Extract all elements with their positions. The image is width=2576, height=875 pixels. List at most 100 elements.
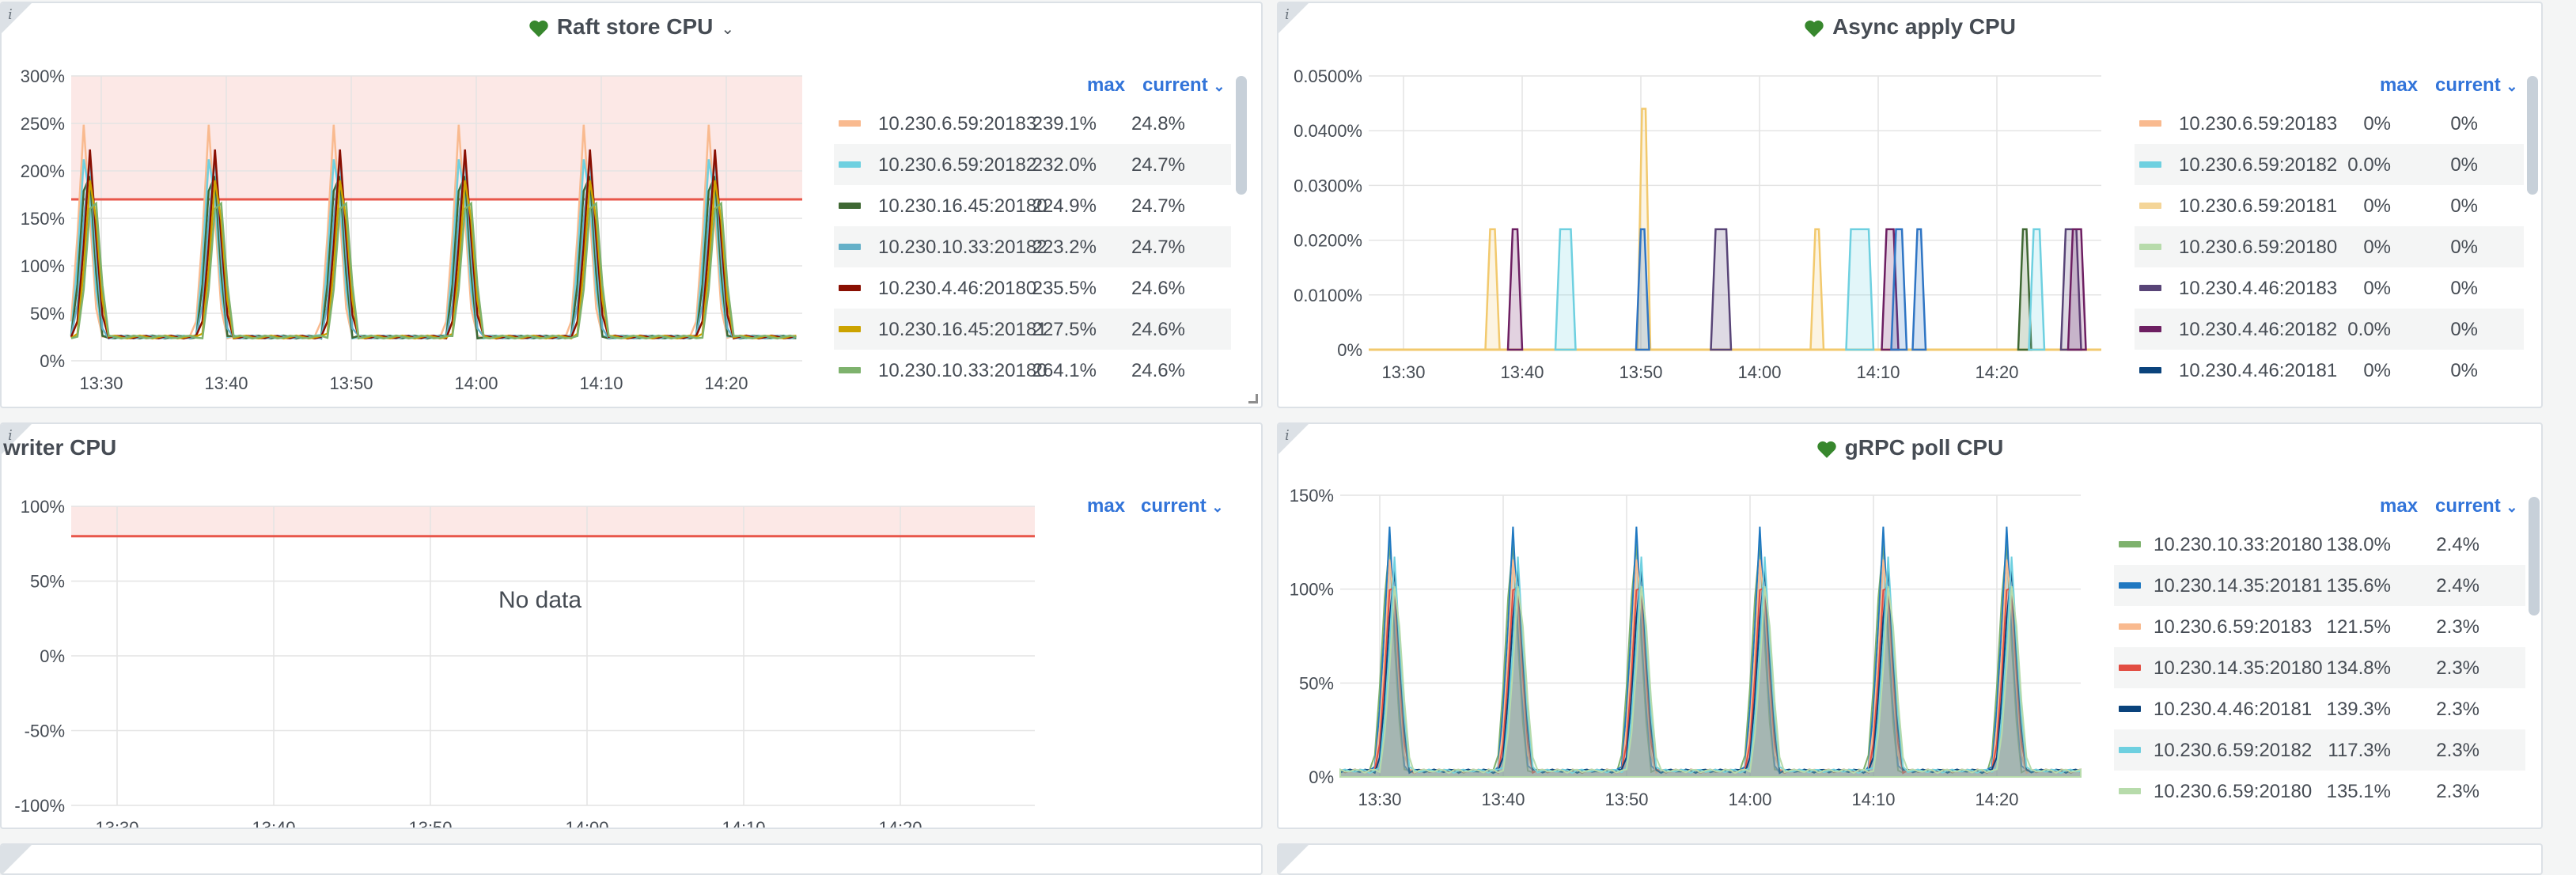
- legend-item[interactable]: 10.230.6.59:20182 232.0% 24.7%: [834, 144, 1231, 185]
- legend-item[interactable]: 10.230.4.46:20181 139.3% 2.3%: [2114, 688, 2525, 729]
- series-color-swatch[interactable]: [2139, 285, 2161, 291]
- series-pulse[interactable]: [1911, 228, 1927, 351]
- legend-header-max[interactable]: max: [1087, 74, 1126, 96]
- legend-item[interactable]: 10.230.10.33:20180 264.1% 24.6%: [834, 350, 1231, 391]
- legend-item[interactable]: 10.230.10.33:20182 223.2% 24.7%: [834, 226, 1231, 267]
- graph-area[interactable]: 150% 100% 50% 0% 13:30 13:40 13:50 14:00 14:10 14…: [1279, 479, 2089, 828]
- legend-item[interactable]: 10.230.4.46:20181 0% 0%: [2135, 350, 2524, 391]
- info-icon[interactable]: i: [8, 6, 13, 23]
- legend-item[interactable]: 10.230.10.33:20180 138.0% 2.4%: [2114, 524, 2525, 565]
- series-color-swatch[interactable]: [2119, 747, 2141, 753]
- series-color-swatch[interactable]: [2119, 706, 2141, 712]
- series-pulse[interactable]: [1809, 228, 1825, 351]
- series-pulse[interactable]: [1635, 228, 1650, 351]
- series-color-swatch[interactable]: [2119, 665, 2141, 671]
- series-color-swatch[interactable]: [839, 367, 861, 373]
- legend-header-max[interactable]: max: [2380, 495, 2419, 517]
- series-pulse[interactable]: [1554, 228, 1577, 351]
- series-pulse[interactable]: [1484, 228, 1501, 351]
- legend-item[interactable]: 10.230.6.59:20183 239.1% 24.8%: [834, 103, 1231, 144]
- legend-header-current[interactable]: current ⌄: [2435, 74, 2517, 97]
- series-pulse[interactable]: [2066, 228, 2087, 351]
- legend-header-current[interactable]: current ⌄: [1142, 74, 1225, 97]
- panel-title[interactable]: gRPC poll CPU: [1279, 435, 2541, 460]
- series-max-value: 135.1%: [2326, 781, 2391, 802]
- series-color-swatch[interactable]: [2139, 367, 2161, 373]
- panel-info-corner[interactable]: [1279, 845, 1309, 873]
- series-name: 10.230.16.45:20181: [878, 319, 1047, 340]
- series-area[interactable]: [1339, 526, 2082, 778]
- legend-item[interactable]: 10.230.14.35:20181 135.6% 2.4%: [2114, 565, 2525, 606]
- graph-area[interactable]: 100% 50% 0% -50% -100% 13:30 13:40 13:50 14:00 14…: [2, 479, 1054, 828]
- series-color-swatch[interactable]: [2119, 623, 2141, 630]
- series-line[interactable]: [70, 201, 797, 340]
- legend-header-max[interactable]: max: [1087, 495, 1126, 517]
- series-color-swatch[interactable]: [839, 161, 861, 168]
- panel-title[interactable]: Raft store CPU ⌄: [2, 14, 1261, 40]
- series-max-value: 0%: [2363, 113, 2391, 134]
- series-area[interactable]: [1339, 586, 2082, 778]
- series-color-swatch[interactable]: [2139, 161, 2161, 168]
- legend-item[interactable]: 10.230.16.45:20181 227.5% 24.6%: [834, 309, 1231, 350]
- series-pulse[interactable]: [1710, 228, 1733, 351]
- panel-title[interactable]: Async apply CPU: [1279, 14, 2541, 40]
- graph-area[interactable]: 0.0500% 0.0400% 0.0300% 0.0200% 0.0100% 0% 13:…: [1279, 59, 2109, 407]
- info-icon[interactable]: i: [1285, 427, 1290, 444]
- series-color-swatch[interactable]: [2119, 541, 2141, 547]
- info-icon[interactable]: i: [8, 427, 13, 444]
- panel-info-corner[interactable]: [1279, 424, 1309, 454]
- legend-scrollbar[interactable]: [2527, 76, 2538, 195]
- legend-item[interactable]: 10.230.4.46:20183 0% 0%: [2135, 267, 2524, 309]
- legend-item[interactable]: 10.230.16.45:20180 224.9% 24.7%: [834, 185, 1231, 226]
- resize-handle-icon[interactable]: [1248, 394, 1258, 403]
- legend-header-current[interactable]: current ⌄: [2435, 495, 2517, 517]
- series-color-swatch[interactable]: [2139, 120, 2161, 127]
- series-color-swatch[interactable]: [839, 120, 861, 127]
- series-color-swatch[interactable]: [839, 285, 861, 291]
- legend-item[interactable]: 10.230.6.59:20182 0.0% 0%: [2135, 144, 2524, 185]
- panel-title[interactable]: Store writer CPU: [2, 435, 647, 460]
- series-area[interactable]: [1339, 585, 2082, 778]
- series-name: 10.230.4.46:20181: [2154, 699, 2313, 720]
- legend-item[interactable]: 10.230.6.59:20180 135.1% 2.3%: [2114, 771, 2525, 812]
- legend-item[interactable]: 10.230.6.59:20183 121.5% 2.3%: [2114, 606, 2525, 647]
- series-pulse[interactable]: [1890, 228, 1908, 351]
- panel-info-corner[interactable]: [1279, 3, 1309, 33]
- series-pulse[interactable]: [1506, 228, 1524, 351]
- legend-item[interactable]: 10.230.4.46:20180 235.5% 24.6%: [834, 267, 1231, 309]
- graph-area[interactable]: 300% 250% 200% 150% 100% 50% 0% 13:30 13:40 13:50…: [2, 59, 809, 407]
- series-pulse[interactable]: [1845, 228, 1875, 351]
- legend-item[interactable]: 10.230.6.59:20181 0% 0%: [2135, 185, 2524, 226]
- legend-item[interactable]: 10.230.6.59:20182 117.3% 2.3%: [2114, 729, 2525, 771]
- legend-item[interactable]: 10.230.6.59:20180 0% 0%: [2135, 226, 2524, 267]
- series-color-swatch[interactable]: [2139, 203, 2161, 209]
- legend-scrollbar[interactable]: [2529, 497, 2540, 616]
- legend-scrollbar[interactable]: [1236, 76, 1247, 195]
- panel-info-corner[interactable]: [2, 845, 32, 873]
- legend-header-current[interactable]: current ⌄: [1141, 495, 1223, 517]
- legend-item[interactable]: 10.230.6.59:20183 0% 0%: [2135, 103, 2524, 144]
- series-line[interactable]: [70, 180, 797, 340]
- legend-item[interactable]: 10.230.14.35:20180 134.8% 2.3%: [2114, 647, 2525, 688]
- series-max-value: 0%: [2363, 278, 2391, 299]
- series-pulse[interactable]: [2028, 228, 2046, 351]
- chevron-down-icon[interactable]: ⌄: [721, 21, 735, 38]
- series-pulse[interactable]: [2017, 228, 2032, 351]
- series-area[interactable]: [1339, 570, 2082, 778]
- legend-item[interactable]: 10.230.4.46:20182 0.0% 0%: [2135, 309, 2524, 350]
- series-current-value: 2.3%: [2436, 657, 2479, 679]
- series-color-swatch[interactable]: [2139, 326, 2161, 332]
- panel-info-corner[interactable]: [2, 3, 32, 33]
- series-color-swatch[interactable]: [839, 244, 861, 250]
- series-color-swatch[interactable]: [839, 203, 861, 209]
- y-tick-label: 0%: [1337, 340, 1362, 360]
- series-color-swatch[interactable]: [2119, 788, 2141, 794]
- info-icon[interactable]: i: [1285, 6, 1290, 23]
- series-color-swatch[interactable]: [839, 326, 861, 332]
- series-area[interactable]: [1339, 559, 2082, 778]
- series-area[interactable]: [1339, 543, 2082, 778]
- series-color-swatch[interactable]: [2139, 244, 2161, 250]
- panel-info-corner[interactable]: [2, 424, 32, 454]
- series-color-swatch[interactable]: [2119, 582, 2141, 589]
- legend-header-max[interactable]: max: [2380, 74, 2419, 96]
